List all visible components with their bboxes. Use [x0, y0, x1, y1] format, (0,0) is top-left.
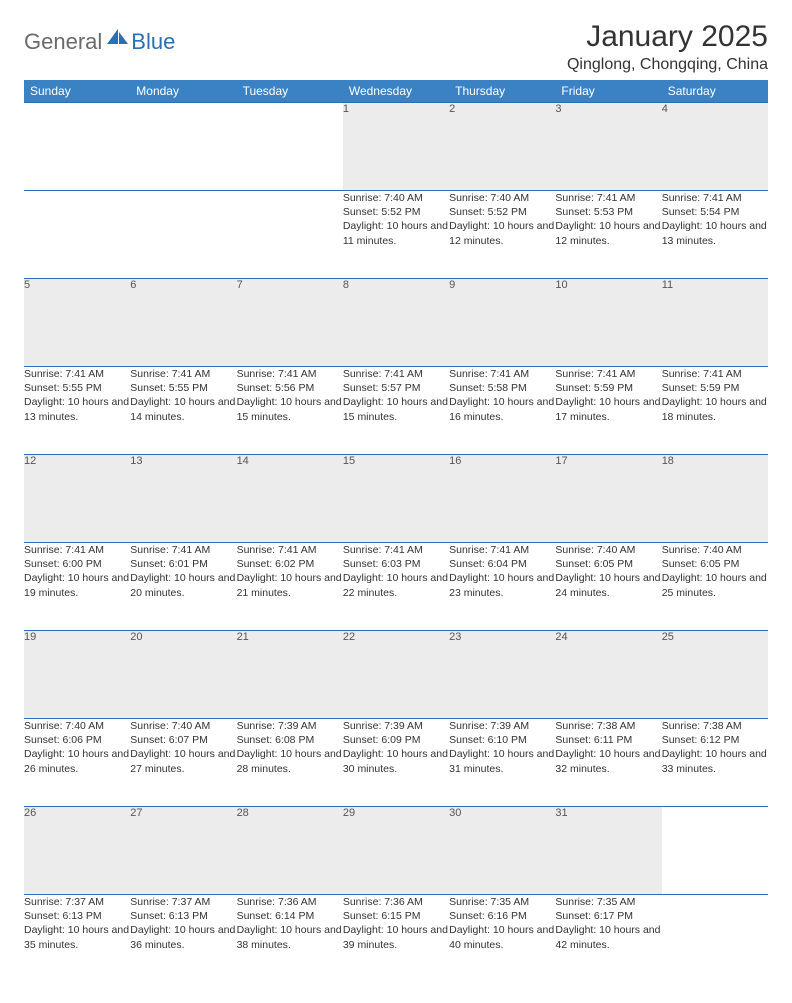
- day-detail-cell: Sunrise: 7:39 AMSunset: 6:10 PMDaylight:…: [449, 719, 555, 807]
- day-number-cell: 14: [237, 455, 343, 543]
- day-number-cell: 10: [555, 279, 661, 367]
- day-number-cell: [662, 807, 768, 895]
- day-number-cell: 18: [662, 455, 768, 543]
- day-number-cell: 30: [449, 807, 555, 895]
- day-number-cell: 27: [130, 807, 236, 895]
- day-detail-cell: Sunrise: 7:41 AMSunset: 6:04 PMDaylight:…: [449, 543, 555, 631]
- day-detail-cell: Sunrise: 7:41 AMSunset: 5:59 PMDaylight:…: [555, 367, 661, 455]
- day-detail-cell: Sunrise: 7:41 AMSunset: 5:55 PMDaylight:…: [130, 367, 236, 455]
- day-detail-cell: Sunrise: 7:41 AMSunset: 5:53 PMDaylight:…: [555, 191, 661, 279]
- detail-row: Sunrise: 7:41 AMSunset: 5:55 PMDaylight:…: [24, 367, 768, 455]
- day-number-cell: 21: [237, 631, 343, 719]
- day-number-cell: 29: [343, 807, 449, 895]
- day-number-cell: 1: [343, 103, 449, 191]
- day-detail-cell: Sunrise: 7:36 AMSunset: 6:15 PMDaylight:…: [343, 895, 449, 983]
- day-detail-cell: Sunrise: 7:37 AMSunset: 6:13 PMDaylight:…: [130, 895, 236, 983]
- weekday-header: Friday: [555, 80, 661, 103]
- day-number-cell: 11: [662, 279, 768, 367]
- day-detail-cell: [24, 191, 130, 279]
- day-detail-cell: Sunrise: 7:41 AMSunset: 6:00 PMDaylight:…: [24, 543, 130, 631]
- day-detail-cell: Sunrise: 7:40 AMSunset: 5:52 PMDaylight:…: [343, 191, 449, 279]
- weekday-header: Saturday: [662, 80, 768, 103]
- weekday-header: Monday: [130, 80, 236, 103]
- day-number-cell: 16: [449, 455, 555, 543]
- detail-row: Sunrise: 7:41 AMSunset: 6:00 PMDaylight:…: [24, 543, 768, 631]
- day-detail-cell: Sunrise: 7:40 AMSunset: 5:52 PMDaylight:…: [449, 191, 555, 279]
- day-number-cell: 26: [24, 807, 130, 895]
- day-number-cell: 19: [24, 631, 130, 719]
- day-number-cell: 3: [555, 103, 661, 191]
- day-number-cell: 24: [555, 631, 661, 719]
- day-detail-cell: [237, 191, 343, 279]
- day-number-cell: 22: [343, 631, 449, 719]
- calendar-table: Sunday Monday Tuesday Wednesday Thursday…: [24, 80, 768, 983]
- day-detail-cell: Sunrise: 7:39 AMSunset: 6:08 PMDaylight:…: [237, 719, 343, 807]
- day-detail-cell: Sunrise: 7:38 AMSunset: 6:11 PMDaylight:…: [555, 719, 661, 807]
- weekday-header: Wednesday: [343, 80, 449, 103]
- location: Qinglong, Chongqing, China: [567, 56, 768, 74]
- day-number-cell: 17: [555, 455, 661, 543]
- day-number-cell: 8: [343, 279, 449, 367]
- day-detail-cell: [662, 895, 768, 983]
- weekday-header: Sunday: [24, 80, 130, 103]
- day-detail-cell: Sunrise: 7:37 AMSunset: 6:13 PMDaylight:…: [24, 895, 130, 983]
- day-detail-cell: Sunrise: 7:41 AMSunset: 5:54 PMDaylight:…: [662, 191, 768, 279]
- day-detail-cell: Sunrise: 7:41 AMSunset: 6:02 PMDaylight:…: [237, 543, 343, 631]
- detail-row: Sunrise: 7:37 AMSunset: 6:13 PMDaylight:…: [24, 895, 768, 983]
- day-number-cell: 7: [237, 279, 343, 367]
- daynum-row: 1234: [24, 103, 768, 191]
- brand-part2: Blue: [131, 29, 175, 55]
- brand-logo: General Blue: [24, 28, 175, 55]
- day-number-cell: 15: [343, 455, 449, 543]
- day-detail-cell: Sunrise: 7:41 AMSunset: 6:01 PMDaylight:…: [130, 543, 236, 631]
- day-detail-cell: Sunrise: 7:41 AMSunset: 6:03 PMDaylight:…: [343, 543, 449, 631]
- day-detail-cell: Sunrise: 7:40 AMSunset: 6:05 PMDaylight:…: [662, 543, 768, 631]
- day-detail-cell: Sunrise: 7:41 AMSunset: 5:58 PMDaylight:…: [449, 367, 555, 455]
- day-detail-cell: Sunrise: 7:38 AMSunset: 6:12 PMDaylight:…: [662, 719, 768, 807]
- day-detail-cell: Sunrise: 7:40 AMSunset: 6:07 PMDaylight:…: [130, 719, 236, 807]
- weekday-header-row: Sunday Monday Tuesday Wednesday Thursday…: [24, 80, 768, 103]
- header: General Blue January 2025 Qinglong, Chon…: [24, 20, 768, 74]
- daynum-row: 19202122232425: [24, 631, 768, 719]
- calendar-page: General Blue January 2025 Qinglong, Chon…: [0, 0, 792, 1003]
- daynum-row: 12131415161718: [24, 455, 768, 543]
- day-number-cell: [24, 103, 130, 191]
- day-detail-cell: Sunrise: 7:35 AMSunset: 6:16 PMDaylight:…: [449, 895, 555, 983]
- day-detail-cell: Sunrise: 7:35 AMSunset: 6:17 PMDaylight:…: [555, 895, 661, 983]
- detail-row: Sunrise: 7:40 AMSunset: 6:06 PMDaylight:…: [24, 719, 768, 807]
- day-number-cell: 25: [662, 631, 768, 719]
- day-detail-cell: Sunrise: 7:41 AMSunset: 5:56 PMDaylight:…: [237, 367, 343, 455]
- brand-sail-icon: [107, 28, 129, 49]
- day-number-cell: 31: [555, 807, 661, 895]
- day-number-cell: 12: [24, 455, 130, 543]
- day-detail-cell: Sunrise: 7:41 AMSunset: 5:55 PMDaylight:…: [24, 367, 130, 455]
- day-detail-cell: Sunrise: 7:41 AMSunset: 5:59 PMDaylight:…: [662, 367, 768, 455]
- day-number-cell: [130, 103, 236, 191]
- day-detail-cell: Sunrise: 7:41 AMSunset: 5:57 PMDaylight:…: [343, 367, 449, 455]
- day-number-cell: 2: [449, 103, 555, 191]
- detail-row: Sunrise: 7:40 AMSunset: 5:52 PMDaylight:…: [24, 191, 768, 279]
- day-detail-cell: [130, 191, 236, 279]
- day-number-cell: 5: [24, 279, 130, 367]
- day-number-cell: 9: [449, 279, 555, 367]
- day-number-cell: 6: [130, 279, 236, 367]
- title-block: January 2025 Qinglong, Chongqing, China: [567, 20, 768, 74]
- day-number-cell: 20: [130, 631, 236, 719]
- brand-part1: General: [24, 29, 102, 55]
- daynum-row: 262728293031: [24, 807, 768, 895]
- weekday-header: Tuesday: [237, 80, 343, 103]
- day-number-cell: 23: [449, 631, 555, 719]
- month-title: January 2025: [567, 20, 768, 54]
- day-number-cell: 13: [130, 455, 236, 543]
- day-detail-cell: Sunrise: 7:40 AMSunset: 6:05 PMDaylight:…: [555, 543, 661, 631]
- day-number-cell: [237, 103, 343, 191]
- day-number-cell: 28: [237, 807, 343, 895]
- daynum-row: 567891011: [24, 279, 768, 367]
- day-detail-cell: Sunrise: 7:36 AMSunset: 6:14 PMDaylight:…: [237, 895, 343, 983]
- day-detail-cell: Sunrise: 7:40 AMSunset: 6:06 PMDaylight:…: [24, 719, 130, 807]
- weekday-header: Thursday: [449, 80, 555, 103]
- day-detail-cell: Sunrise: 7:39 AMSunset: 6:09 PMDaylight:…: [343, 719, 449, 807]
- day-number-cell: 4: [662, 103, 768, 191]
